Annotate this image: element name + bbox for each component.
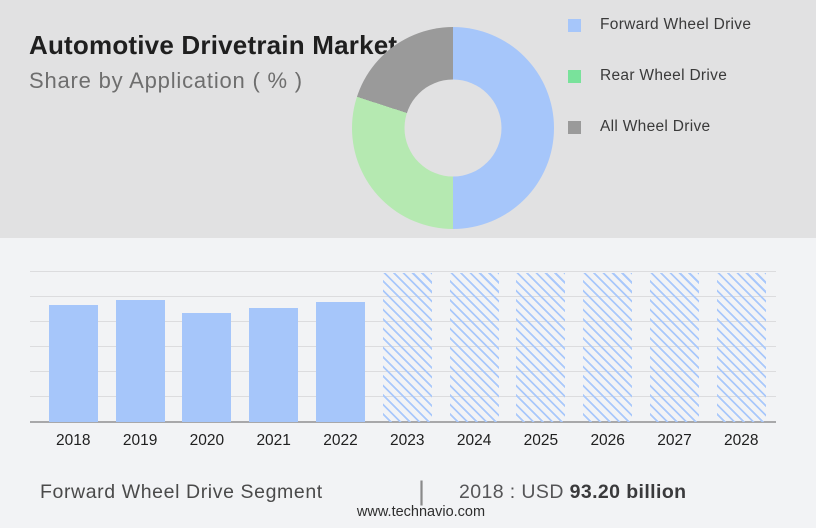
- bar: [115, 299, 165, 422]
- page-subtitle: Share by Application ( % ): [29, 68, 303, 93]
- legend-label: All Wheel Drive: [600, 118, 711, 135]
- segment-label: Forward Wheel Drive Segment: [40, 481, 323, 503]
- legend-item: All Wheel Drive: [568, 115, 751, 139]
- hero-section: Automotive Drivetrain Market Share by Ap…: [0, 0, 816, 238]
- bar: [182, 312, 232, 422]
- segment-value: 2018 : USD 93.20 billion: [459, 481, 686, 504]
- x-axis-tick-label: 2025: [523, 432, 559, 449]
- legend-swatch: [568, 120, 581, 134]
- forecast-bar: [716, 273, 766, 422]
- legend-swatch: [568, 18, 581, 32]
- donut-hole: [404, 79, 502, 177]
- forecast-bar: [449, 273, 499, 422]
- x-axis-tick-label: 2026: [590, 432, 625, 449]
- bar: [316, 302, 365, 422]
- x-axis-tick-label: 2024: [456, 432, 492, 449]
- legend-label: Rear Wheel Drive: [600, 67, 728, 84]
- forecast-bar: [583, 273, 633, 422]
- legend-item: Forward Wheel Drive: [568, 13, 751, 37]
- forecast-bar: [382, 273, 432, 422]
- footer-separator: |: [418, 476, 426, 506]
- x-axis-tick-label: 2018: [56, 432, 91, 449]
- value-prefix: 2018 : USD: [459, 481, 570, 503]
- x-axis-tick-label: 2021: [256, 432, 291, 449]
- bar: [249, 307, 299, 422]
- x-axis-tick-label: 2023: [390, 432, 425, 449]
- x-axis-line: [30, 421, 776, 423]
- forecast-bar: [650, 273, 699, 422]
- forecast-bar: [516, 273, 566, 422]
- gridline: [30, 271, 776, 272]
- x-axis-tick-label: 2019: [122, 432, 158, 449]
- bar-chart-section: Forward Wheel Drive Segment | 2018 : USD…: [0, 238, 816, 528]
- chart-legend: Forward Wheel Drive Rear Wheel Drive All W…: [568, 13, 751, 166]
- legend-swatch: [568, 69, 581, 83]
- title-block: Automotive Drivetrain Market Share by Ap…: [29, 30, 397, 94]
- donut-chart: [352, 27, 554, 229]
- website-url: www.technavio.com: [356, 504, 486, 520]
- x-axis-tick-label: 2020: [189, 432, 225, 449]
- x-axis-tick-label: 2028: [724, 432, 759, 449]
- legend-label: Forward Wheel Drive: [600, 16, 752, 33]
- value-amount: 93.20 billion: [569, 481, 687, 503]
- legend-item: Rear Wheel Drive: [568, 64, 751, 88]
- page-title: Automotive Drivetrain Market: [29, 30, 398, 60]
- x-axis-tick-label: 2027: [657, 432, 692, 449]
- bar: [48, 305, 98, 422]
- x-axis-tick-label: 2022: [323, 432, 358, 449]
